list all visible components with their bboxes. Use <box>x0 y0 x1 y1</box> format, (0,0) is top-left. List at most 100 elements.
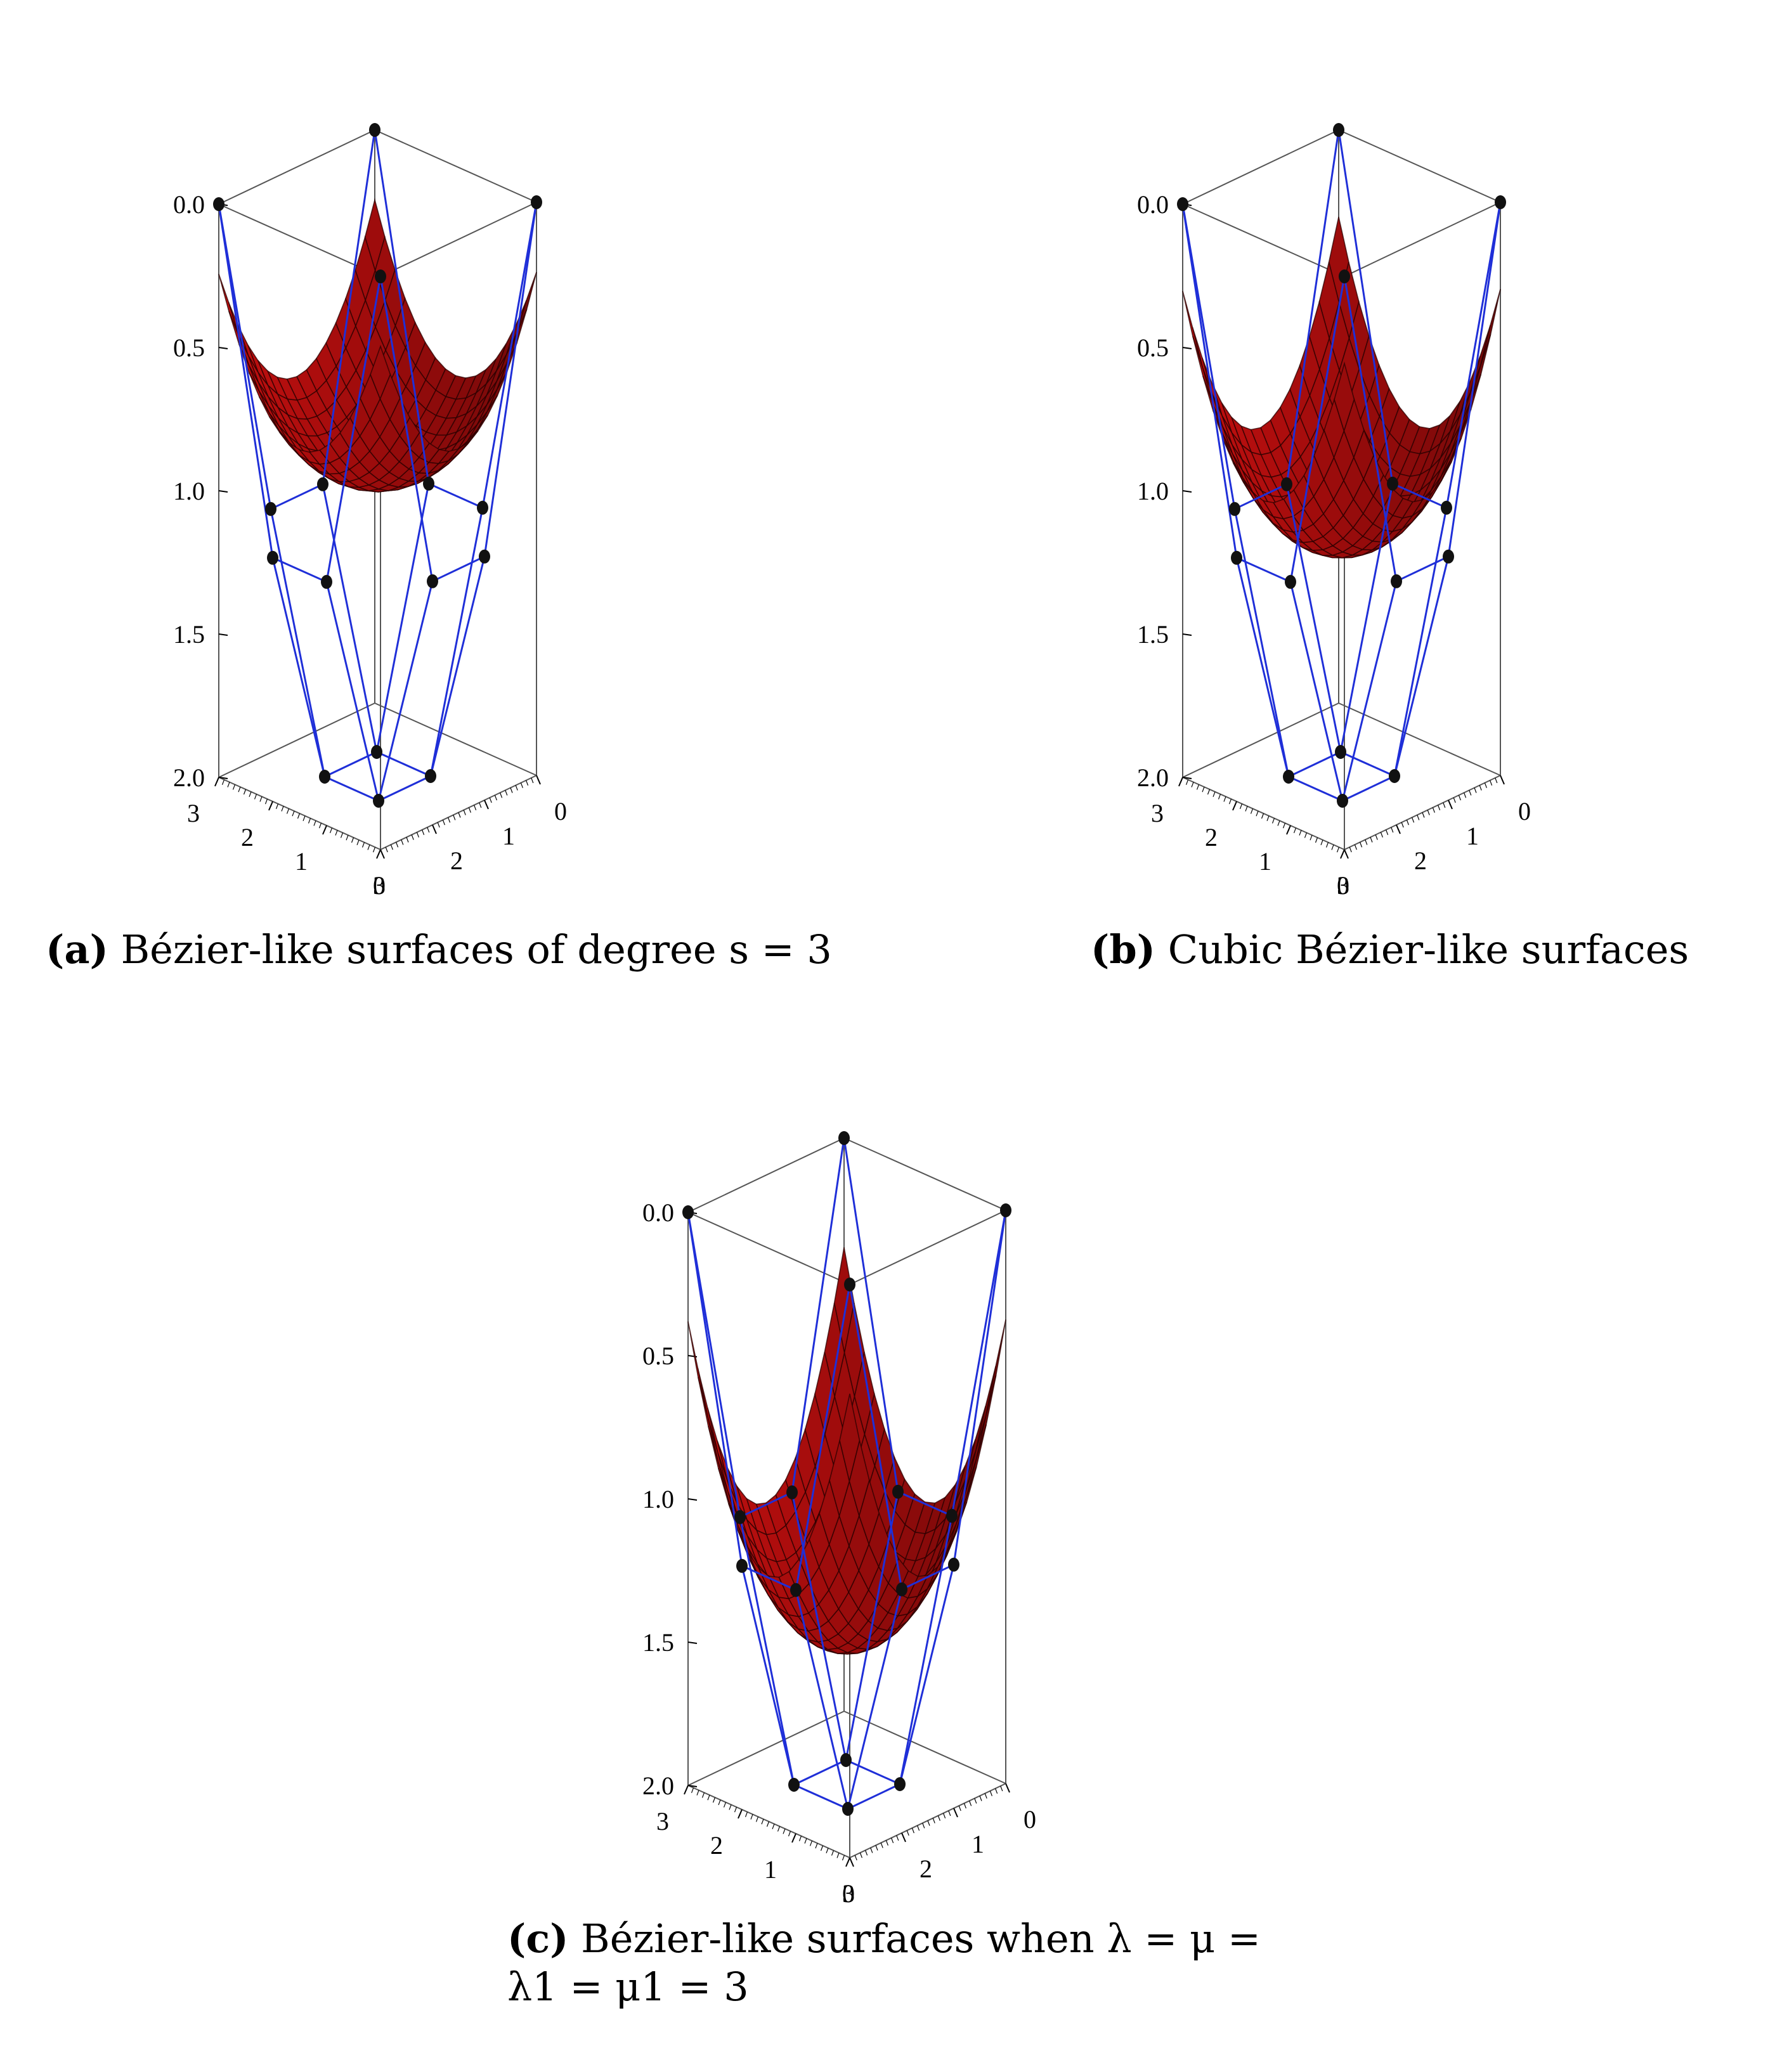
r-minor-tick <box>427 827 430 833</box>
box-edge <box>687 1711 845 1786</box>
vertical-axis: 0.0 0.5 1.0 1.5 2.0 <box>173 190 228 792</box>
l-tick-label: 0 <box>373 871 386 900</box>
caption-b-text: Cubic Bézier-like surfaces <box>1167 926 1689 973</box>
box-edge <box>1182 129 1339 205</box>
r-minor-tick <box>458 812 461 818</box>
r-minor-tick <box>995 1788 998 1794</box>
r-minor-tick <box>901 1832 904 1839</box>
net-edge <box>1393 556 1450 777</box>
control-point <box>786 1485 798 1499</box>
l-minor-tick <box>281 806 284 812</box>
r-minor-tick <box>494 794 497 801</box>
l-minor-tick <box>707 1794 710 1801</box>
l-minor-tick <box>696 1790 699 1796</box>
control-point <box>321 574 332 589</box>
v-tick-label: 0.0 <box>642 1198 674 1227</box>
v-tick <box>687 1785 698 1787</box>
panel-b: 0.0 0.5 1.0 1.5 2.0 3 2 1 0 3 2 1 0 <box>1002 25 1763 900</box>
control-point <box>1281 477 1292 491</box>
r-minor-tick <box>380 849 383 855</box>
v-tick-label: 2.0 <box>642 1771 674 1800</box>
l-minor-tick <box>1266 815 1270 822</box>
box-edge <box>849 1210 1006 1285</box>
l-minor-tick <box>1336 846 1340 853</box>
r-minor-tick <box>401 839 404 845</box>
l-minor-tick <box>302 815 306 822</box>
r-minor-tick <box>906 1830 909 1836</box>
control-point <box>1495 195 1506 209</box>
l-minor-tick <box>275 803 279 810</box>
l-minor-tick <box>804 1838 807 1844</box>
r-minor-tick <box>1438 805 1441 811</box>
control-point <box>213 197 224 211</box>
l-tick-label: 3 <box>1151 799 1164 827</box>
net-edge <box>324 775 379 802</box>
l-minor-tick <box>750 1814 753 1820</box>
r-minor-tick <box>411 834 414 840</box>
r-minor-tick <box>385 846 388 853</box>
l-minor-tick <box>1261 813 1264 819</box>
r-minor-tick <box>917 1825 920 1831</box>
l-minor-tick <box>297 813 301 819</box>
net-edge <box>952 1210 1007 1565</box>
l-minor-tick <box>842 1855 845 1861</box>
l-minor-tick <box>788 1830 791 1837</box>
r-minor-tick <box>865 1850 868 1856</box>
r-minor-tick <box>463 810 466 815</box>
l-minor-tick <box>1293 827 1297 834</box>
net-edge <box>1289 276 1346 583</box>
net-edge <box>687 1212 743 1567</box>
l-minor-tick <box>308 818 311 824</box>
l-minor-tick <box>340 832 344 838</box>
r-minor-tick <box>479 802 482 808</box>
l-minor-tick <box>329 827 333 834</box>
l-minor-tick <box>1212 791 1216 798</box>
control-point <box>736 1558 748 1573</box>
net-edge <box>1392 482 1447 509</box>
net-edge <box>325 581 380 801</box>
r-minor-tick <box>1490 780 1493 786</box>
r-minor-tick <box>1344 849 1347 855</box>
r-minor-tick <box>1370 837 1373 843</box>
l-minor-tick <box>701 1792 705 1798</box>
l-minor-tick <box>836 1853 840 1858</box>
box-edge <box>380 202 537 277</box>
net-edge <box>271 557 326 777</box>
net-edge <box>795 1284 851 1591</box>
net-edge <box>1233 508 1290 777</box>
control-point <box>1391 574 1402 588</box>
l-minor-tick <box>356 839 360 846</box>
net-edge <box>378 775 431 802</box>
l-minor-tick <box>798 1836 802 1842</box>
bezier-surface <box>687 1247 1006 1655</box>
r-minor-tick <box>1500 775 1503 781</box>
v-tick <box>218 633 228 636</box>
surface-patch <box>370 344 391 401</box>
control-point <box>1231 550 1242 565</box>
control-point <box>1177 197 1188 211</box>
l-minor-tick <box>723 1802 727 1808</box>
r-minor-tick <box>922 1823 925 1829</box>
net-edge <box>218 204 274 559</box>
l-minor-tick <box>1202 786 1205 793</box>
r-minor-tick <box>1391 827 1394 833</box>
v-tick-label: 1.0 <box>642 1485 674 1513</box>
box-edge <box>218 129 375 205</box>
net-edge <box>1285 484 1342 753</box>
box-edge <box>687 1212 850 1285</box>
box-edge <box>374 703 537 776</box>
net-edge <box>741 1565 796 1591</box>
r-minor-tick <box>1448 800 1451 806</box>
control-point <box>1229 502 1240 516</box>
l-minor-tick <box>1180 777 1183 783</box>
l-tick-label: 0 <box>1337 871 1349 900</box>
net-edge <box>1337 129 1394 484</box>
r-tick-label: 3 <box>842 1879 855 1908</box>
control-point <box>371 745 382 759</box>
r-tick-label: 3 <box>1337 871 1349 900</box>
l-minor-tick <box>318 822 322 829</box>
l-minor-tick <box>1288 825 1291 831</box>
l-minor-tick <box>324 825 327 831</box>
net-edge <box>847 1783 900 1810</box>
l-minor-tick <box>270 801 273 807</box>
